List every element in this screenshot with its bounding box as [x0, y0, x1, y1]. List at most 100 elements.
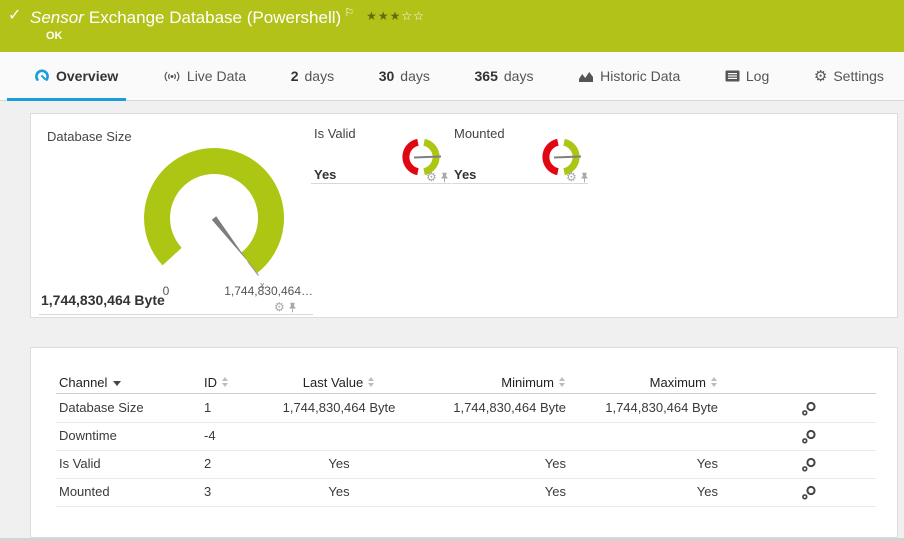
gauge-current-value: 1,744,830,464 Byte [41, 292, 165, 308]
page-title: Exchange Database (Powershell) [88, 8, 342, 27]
column-header-minimum-label: Minimum [501, 375, 554, 390]
tab-30-days-label: days [400, 68, 430, 84]
cell-maximum [518, 422, 718, 450]
log-icon [725, 70, 740, 82]
cell-last-value: Yes [328, 484, 350, 499]
tab-30-days-number: 30 [378, 68, 395, 84]
cell-id: 2 [204, 456, 212, 471]
gauge-mounted-value: Yes [454, 167, 477, 182]
cell-maximum: 1,744,830,464 Byte [605, 400, 718, 415]
gauge-is-valid-value: Yes [314, 167, 337, 182]
sort-icon [559, 377, 566, 387]
mounted-settings-icon[interactable]: ⚙ [566, 170, 577, 184]
tab-overview[interactable]: Overview [6, 52, 127, 101]
tab-settings[interactable]: ⚙ Settings [808, 52, 890, 100]
sensor-title-line: Sensor Exchange Database (Powershell) ⚐ ★★★… [30, 6, 425, 28]
gauge-needle-tip-label: x [260, 280, 265, 290]
cell-last-value: Yes [328, 456, 350, 471]
priority-stars-empty: ☆☆ [401, 9, 425, 23]
cell-minimum: Yes [544, 456, 566, 471]
priority-stars-filled: ★★★ [366, 9, 402, 23]
historic-data-icon [578, 70, 594, 83]
column-header-last-value-label: Last Value [302, 375, 364, 390]
tab-2-days-number: 2 [290, 68, 299, 84]
cell-maximum: Yes [696, 484, 718, 499]
channel-settings-button[interactable] [794, 478, 824, 506]
cell-channel: Is Valid [59, 456, 101, 471]
mounted-pin-icon[interactable] [580, 172, 589, 183]
channel-table-header: Channel ID Last Value Minimum Maximum [56, 373, 876, 394]
column-header-last-value[interactable]: Last Value [239, 373, 439, 393]
column-header-id[interactable]: ID [204, 373, 254, 393]
cell-maximum: Yes [696, 456, 718, 471]
gauge-is-valid-title: Is Valid [314, 126, 356, 141]
tab-2-days-label: days [304, 68, 335, 84]
cell-id: -4 [204, 428, 216, 443]
gauge-max-label: 1,744,830,464… [224, 284, 313, 298]
cell-minimum: 1,744,830,464 Byte [453, 400, 566, 415]
tab-365-days-label: days [503, 68, 534, 84]
flag-icon[interactable]: ⚐ [344, 7, 355, 19]
sensor-status-bar: ✓ Sensor Exchange Database (Powershell) ⚐ ★… [0, 0, 904, 52]
tab-30-days[interactable]: 30 days [373, 52, 436, 100]
sort-icon [368, 377, 375, 387]
column-header-minimum[interactable]: Minimum [366, 373, 566, 393]
cell-minimum: Yes [544, 484, 566, 499]
sensor-tab-bar: Overview Live Data 2 days 30 days 365 da… [0, 52, 904, 101]
gauges-panel: Database Size x 0 1,744,830,464… 1,744,8… [30, 113, 898, 318]
tab-overview-label: Overview [56, 68, 119, 84]
gauge-mounted-title: Mounted [454, 126, 505, 141]
tab-historic-data-label: Historic Data [600, 68, 681, 84]
column-header-channel-label: Channel [59, 375, 108, 390]
gauge-settings-icon[interactable]: ⚙ [274, 300, 285, 314]
tab-365-days[interactable]: 365 days [469, 52, 540, 100]
mounted-cell-divider [452, 183, 588, 184]
gauge-cell-divider [39, 314, 313, 315]
column-header-maximum-label: Maximum [649, 375, 706, 390]
channel-settings-button[interactable] [794, 422, 824, 450]
column-header-channel[interactable]: Channel [59, 373, 209, 393]
gauge-cell-actions: ⚙ [274, 301, 297, 313]
is-valid-cell-divider [311, 183, 451, 184]
gauge-database-size-title: Database Size [47, 129, 132, 144]
is-valid-settings-icon[interactable]: ⚙ [426, 170, 437, 184]
channel-gears-icon[interactable] [801, 485, 817, 501]
tab-2-days[interactable]: 2 days [285, 52, 340, 100]
tab-historic-data[interactable]: Historic Data [572, 52, 686, 100]
tab-log[interactable]: Log [719, 52, 775, 100]
channel-gears-icon[interactable] [801, 401, 817, 417]
tab-365-days-number: 365 [474, 68, 498, 84]
tab-live-data[interactable]: Live Data [157, 52, 252, 100]
channel-gears-icon[interactable] [801, 457, 817, 473]
table-row-database-size: Database Size 1 1,744,830,464 Byte 1,744… [56, 394, 876, 423]
cell-last-value: 1,744,830,464 Byte [282, 400, 396, 415]
cell-channel: Downtime [59, 428, 117, 443]
column-header-id-label: ID [204, 375, 217, 390]
is-valid-pin-icon[interactable] [440, 172, 449, 183]
channel-settings-button[interactable] [794, 394, 824, 422]
column-header-maximum[interactable]: Maximum [518, 373, 718, 393]
mounted-gauge [542, 138, 582, 176]
tab-live-data-label: Live Data [186, 68, 247, 84]
cell-id: 3 [204, 484, 212, 499]
priority-stars[interactable]: ★★★☆☆ [366, 9, 425, 23]
is-valid-gauge [402, 138, 442, 176]
gauge-icon [34, 68, 50, 84]
sensor-kind-label: Sensor [30, 8, 84, 27]
sensor-status-text: OK [46, 30, 63, 42]
channel-gears-icon[interactable] [801, 429, 817, 445]
cell-channel: Mounted [59, 484, 110, 499]
table-row-mounted: Mounted 3 Yes Yes Yes [56, 478, 876, 507]
is-valid-cell-actions: ⚙ [426, 171, 449, 183]
sort-icon [711, 377, 718, 387]
cell-channel: Database Size [59, 400, 144, 415]
channel-settings-button[interactable] [794, 450, 824, 478]
sort-icon [222, 377, 229, 387]
database-size-gauge: x [144, 148, 284, 290]
gauge-pin-icon[interactable] [288, 302, 297, 313]
tab-settings-label: Settings [833, 68, 884, 84]
live-data-icon [163, 70, 181, 83]
cell-id: 1 [204, 400, 212, 415]
status-check-icon: ✓ [8, 7, 22, 24]
channels-panel: Channel ID Last Value Minimum Maximum Da… [30, 347, 898, 538]
